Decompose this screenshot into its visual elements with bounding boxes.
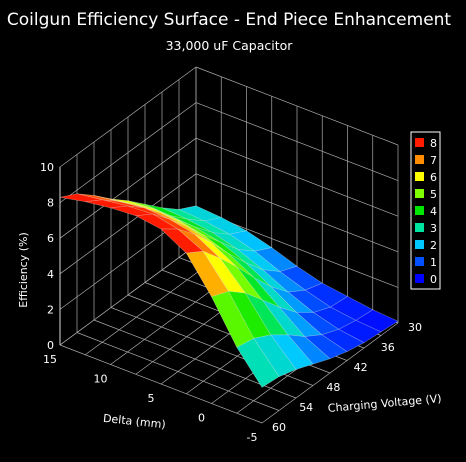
surface-cell — [236, 338, 280, 388]
z-tick-label: 2 — [47, 303, 54, 316]
y-tick-label: 5 — [148, 392, 155, 405]
legend-label: 6 — [430, 171, 437, 184]
x-tick-label: 42 — [354, 361, 368, 374]
x-tick-label: 54 — [299, 401, 313, 414]
legend-swatch — [415, 240, 424, 249]
y-axis-label: Delta (mm) — [102, 412, 166, 431]
legend-label: 3 — [430, 222, 437, 235]
legend-label: 1 — [430, 256, 437, 269]
axis-ticks: 0 2 4 6 8 10 15 10 5 0 -5 30 36 42 48 54 60 — [40, 161, 422, 444]
x-tick-label: 60 — [272, 421, 286, 434]
legend-label: 7 — [430, 154, 437, 167]
x-axis-label: Charging Voltage (V) — [327, 392, 442, 415]
legend-swatch — [415, 223, 424, 232]
color-legend: 8 7 6 5 4 3 2 1 0 — [410, 131, 441, 290]
chart-subtitle: 33,000 uF Capacitor — [166, 38, 294, 53]
x-tick-label: 30 — [408, 321, 422, 334]
x-tick-label: 48 — [326, 381, 340, 394]
y-tick-label: 10 — [94, 373, 108, 386]
legend-swatch — [415, 274, 424, 283]
legend-swatch — [415, 189, 424, 198]
z-axis-label: Efficiency (%) — [17, 232, 30, 308]
z-tick-label: 0 — [47, 339, 54, 352]
legend-label: 0 — [430, 273, 437, 286]
gridline — [76, 332, 280, 411]
y-tick-label: -5 — [247, 431, 258, 444]
chart-title: Coilgun Efficiency Surface - End Piece E… — [7, 10, 452, 30]
legend-swatch — [415, 138, 424, 147]
gridline — [59, 344, 263, 424]
legend-swatch — [415, 155, 424, 164]
y-tick-label: 0 — [198, 412, 205, 425]
z-tick-label: 10 — [40, 161, 54, 174]
legend-swatch — [415, 172, 424, 181]
z-tick-label: 8 — [47, 197, 54, 210]
z-tick-label: 4 — [47, 268, 54, 281]
legend-swatch — [415, 257, 424, 266]
y-tick-label: 15 — [43, 353, 57, 366]
legend-label: 4 — [430, 205, 437, 218]
z-tick-label: 6 — [47, 232, 54, 245]
legend-label: 8 — [430, 137, 437, 150]
x-tick-label: 36 — [381, 341, 395, 354]
legend-label: 2 — [430, 239, 437, 252]
legend-label: 5 — [430, 188, 437, 201]
gridline — [59, 244, 197, 346]
legend-swatch — [415, 206, 424, 215]
surface-mesh — [59, 193, 399, 388]
